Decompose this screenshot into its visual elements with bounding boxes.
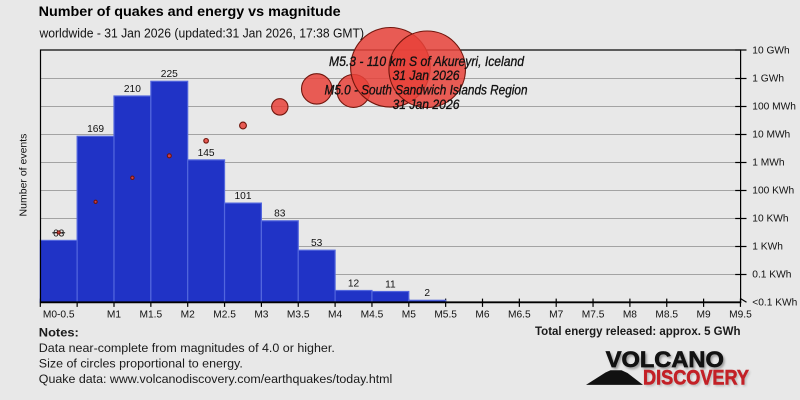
svg-text:31 Jan 2026: 31 Jan 2026: [393, 97, 460, 112]
svg-text:31 Jan 2026: 31 Jan 2026: [393, 68, 460, 83]
svg-text:M3.5: M3.5: [287, 310, 310, 321]
svg-text:11: 11: [385, 279, 396, 290]
svg-text:12: 12: [348, 278, 360, 289]
svg-text:M7.5: M7.5: [582, 310, 605, 321]
svg-text:M3: M3: [254, 310, 268, 321]
svg-text:1 MWh: 1 MWh: [752, 158, 784, 169]
svg-text:10 KWh: 10 KWh: [752, 214, 788, 225]
svg-text:83: 83: [274, 209, 286, 220]
svg-text:VOLCANO: VOLCANO: [608, 349, 726, 374]
svg-text:M4.5: M4.5: [361, 310, 384, 321]
svg-text:M2.5: M2.5: [213, 310, 236, 321]
svg-text:worldwide - 31 Jan 2026 (updat: worldwide - 31 Jan 2026 (updated:31 Jan …: [39, 26, 364, 41]
svg-text:M0-0.5: M0-0.5: [43, 310, 75, 321]
svg-text:Data near-complete from magnit: Data near-complete from magnitudes of 4.…: [39, 341, 335, 355]
svg-text:Total energy released: approx.: Total energy released: approx. 5 GWh: [535, 326, 741, 338]
svg-text:M5.3 - 110 km S of Akureyri, I: M5.3 - 110 km S of Akureyri, Iceland: [329, 54, 524, 69]
svg-text:M8.5: M8.5: [655, 310, 678, 321]
svg-text:M4: M4: [328, 310, 342, 321]
svg-text:145: 145: [198, 148, 215, 159]
svg-text:M8: M8: [623, 310, 637, 321]
svg-text:VOLCANO: VOLCANO: [606, 347, 724, 372]
svg-text:Quake data: www.volcanodiscove: Quake data: www.volcanodiscovery.com/ear…: [39, 372, 393, 386]
svg-text:10 GWh: 10 GWh: [752, 46, 789, 57]
svg-text:1 KWh: 1 KWh: [752, 242, 783, 253]
svg-text:53: 53: [311, 238, 323, 249]
svg-text:DISCOVERY: DISCOVERY: [645, 368, 751, 391]
svg-text:101: 101: [235, 191, 252, 202]
svg-text:1 GWh: 1 GWh: [752, 74, 784, 85]
svg-text:100 MWh: 100 MWh: [752, 102, 796, 113]
svg-text:M1.5: M1.5: [140, 310, 163, 321]
svg-text:Notes:: Notes:: [39, 325, 79, 339]
svg-text:Number of events: Number of events: [18, 134, 30, 217]
svg-text:<0.1 KWh: <0.1 KWh: [752, 298, 797, 309]
svg-text:M6.5: M6.5: [508, 310, 531, 321]
svg-text:225: 225: [161, 69, 178, 80]
svg-text:2: 2: [424, 288, 430, 299]
svg-text:M5: M5: [402, 310, 416, 321]
svg-text:M9: M9: [697, 310, 711, 321]
svg-text:10 MWh: 10 MWh: [752, 130, 790, 141]
svg-text:M1: M1: [107, 310, 121, 321]
svg-text:DISCOVERY: DISCOVERY: [643, 367, 749, 390]
svg-text:M7: M7: [549, 310, 563, 321]
svg-text:M9.5: M9.5: [729, 310, 752, 321]
svg-text:Number of quakes and energy vs: Number of quakes and energy vs magnitude: [39, 4, 342, 19]
svg-text:M5.5: M5.5: [434, 310, 457, 321]
svg-text:M5.0 - South Sandwich Islands: M5.0 - South Sandwich Islands Region: [325, 83, 528, 98]
svg-text:Size of circles proportional t: Size of circles proportional to energy.: [39, 357, 243, 371]
svg-text:0.1 KWh: 0.1 KWh: [752, 270, 791, 281]
svg-text:M6: M6: [475, 310, 489, 321]
svg-text:169: 169: [87, 124, 104, 135]
svg-text:210: 210: [124, 84, 141, 95]
svg-text:M2: M2: [181, 310, 195, 321]
svg-text:100 KWh: 100 KWh: [752, 186, 794, 197]
